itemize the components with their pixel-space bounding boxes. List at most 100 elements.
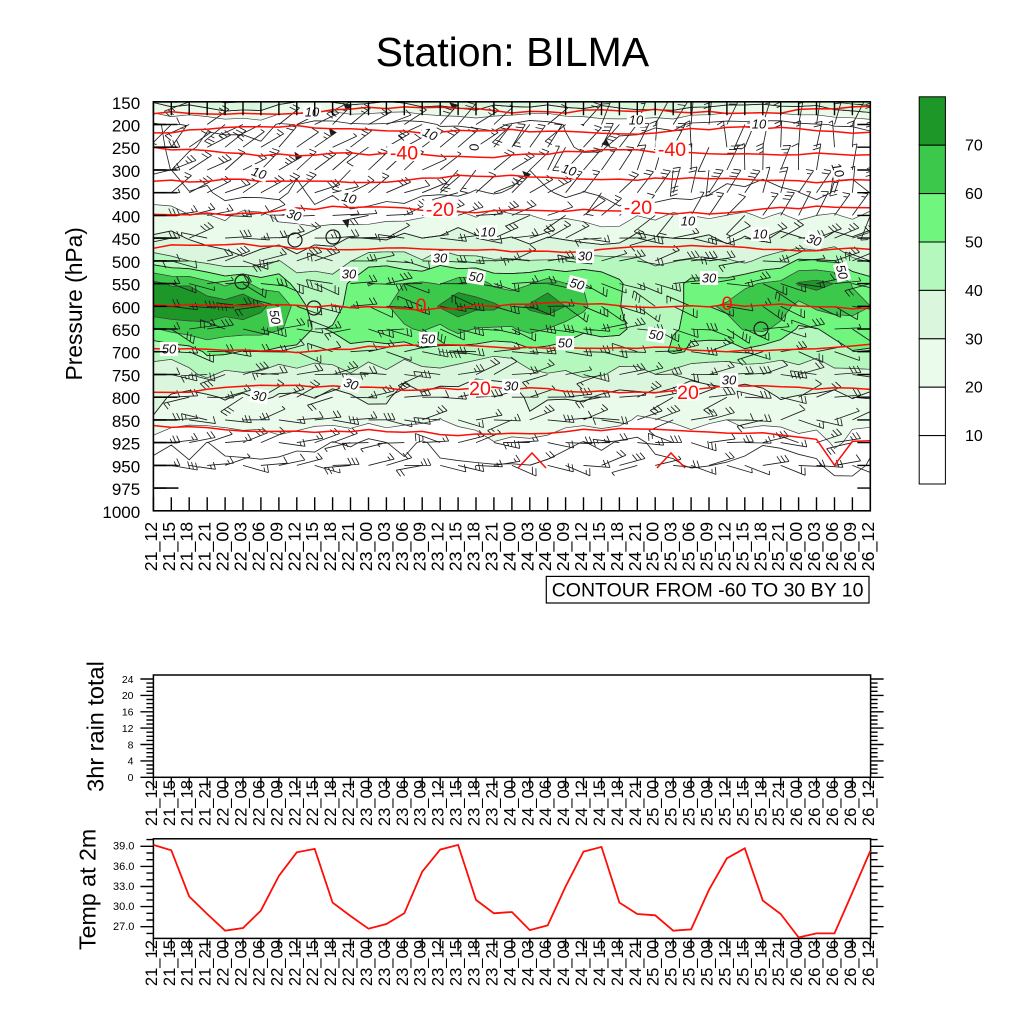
svg-text:26_06: 26_06: [822, 522, 843, 572]
svg-text:24_03: 24_03: [518, 780, 537, 826]
svg-text:600: 600: [112, 298, 140, 317]
svg-text:20: 20: [122, 690, 134, 702]
svg-text:22_21: 22_21: [338, 522, 359, 572]
svg-text:22_09: 22_09: [267, 780, 286, 826]
svg-text:24_09: 24_09: [554, 940, 573, 986]
svg-text:22_21: 22_21: [339, 780, 358, 826]
svg-text:25_06: 25_06: [680, 780, 699, 826]
svg-text:23_18: 23_18: [465, 940, 484, 986]
svg-text:26_06: 26_06: [823, 940, 842, 986]
svg-text:25_12: 25_12: [714, 522, 735, 571]
svg-text:25_12: 25_12: [715, 940, 734, 986]
svg-text:10: 10: [828, 161, 847, 180]
svg-text:20: 20: [677, 382, 699, 404]
svg-text:23_21: 23_21: [482, 780, 501, 826]
svg-text:23_03: 23_03: [375, 780, 394, 826]
svg-text:25_06: 25_06: [679, 522, 700, 572]
svg-text:0: 0: [416, 295, 427, 317]
svg-text:50: 50: [648, 326, 666, 343]
svg-text:22_12: 22_12: [285, 780, 304, 826]
svg-text:24_09: 24_09: [553, 522, 574, 572]
svg-text:21_21: 21_21: [196, 780, 215, 826]
svg-text:26_09: 26_09: [841, 780, 860, 826]
svg-text:50: 50: [162, 342, 177, 357]
svg-text:25_21: 25_21: [769, 940, 788, 986]
svg-text:22_15: 22_15: [302, 522, 323, 572]
svg-text:22_00: 22_00: [214, 940, 233, 986]
svg-text:24_15: 24_15: [589, 522, 610, 572]
svg-text:60: 60: [965, 186, 983, 203]
svg-text:8: 8: [128, 739, 134, 751]
svg-text:10: 10: [305, 105, 320, 120]
svg-text:23_18: 23_18: [465, 780, 484, 826]
svg-text:22_12: 22_12: [284, 522, 305, 571]
svg-text:150: 150: [112, 94, 140, 113]
svg-text:30: 30: [722, 373, 737, 388]
svg-text:36.0: 36.0: [113, 861, 134, 873]
svg-text:550: 550: [112, 276, 140, 295]
svg-text:24_18: 24_18: [607, 522, 628, 572]
svg-text:24_00: 24_00: [500, 780, 519, 826]
svg-text:26_12: 26_12: [858, 522, 879, 571]
svg-text:21_12: 21_12: [142, 940, 161, 986]
svg-text:10: 10: [250, 163, 269, 182]
svg-text:50: 50: [266, 309, 283, 327]
svg-text:22_00: 22_00: [214, 780, 233, 826]
svg-text:30: 30: [285, 206, 304, 225]
svg-text:22_06: 22_06: [249, 780, 268, 826]
svg-text:23_12: 23_12: [429, 940, 448, 986]
svg-text:850: 850: [112, 412, 140, 431]
svg-text:24_21: 24_21: [625, 522, 646, 572]
svg-text:40: 40: [965, 283, 983, 300]
svg-text:24_00: 24_00: [499, 522, 520, 572]
svg-text:24_15: 24_15: [590, 780, 609, 826]
svg-text:22_06: 22_06: [249, 940, 268, 986]
svg-text:25_00: 25_00: [644, 940, 663, 986]
svg-text:975: 975: [112, 480, 140, 499]
svg-text:26_06: 26_06: [823, 780, 842, 826]
svg-text:3hr rain total: 3hr rain total: [83, 661, 109, 792]
svg-text:23_15: 23_15: [447, 780, 466, 826]
svg-text:25_00: 25_00: [643, 522, 664, 572]
svg-text:500: 500: [112, 253, 140, 272]
svg-text:22_03: 22_03: [232, 780, 251, 826]
svg-text:CONTOUR FROM -60 TO 30 BY 10: CONTOUR FROM -60 TO 30 BY 10: [552, 580, 864, 602]
svg-text:25_00: 25_00: [644, 780, 663, 826]
svg-text:24_00: 24_00: [500, 940, 519, 986]
svg-text:-40: -40: [390, 143, 418, 165]
svg-text:30: 30: [342, 267, 357, 282]
svg-text:-20: -20: [426, 199, 454, 221]
svg-text:30: 30: [805, 230, 824, 249]
svg-text:24_12: 24_12: [572, 940, 591, 986]
svg-text:50: 50: [833, 263, 851, 282]
svg-text:26_00: 26_00: [786, 522, 807, 572]
svg-text:25_09: 25_09: [698, 780, 717, 826]
svg-text:23_18: 23_18: [464, 522, 485, 572]
svg-text:24_06: 24_06: [535, 522, 556, 572]
svg-text:23_00: 23_00: [357, 780, 376, 826]
svg-text:700: 700: [112, 344, 140, 363]
svg-text:21_18: 21_18: [178, 780, 197, 826]
svg-text:25_09: 25_09: [697, 522, 718, 572]
svg-text:22_18: 22_18: [321, 780, 340, 826]
svg-text:23_15: 23_15: [446, 522, 467, 572]
svg-text:24_21: 24_21: [626, 940, 645, 986]
svg-text:23_09: 23_09: [410, 522, 431, 572]
svg-text:23_00: 23_00: [356, 522, 377, 572]
svg-text:23_09: 23_09: [411, 940, 430, 986]
svg-text:30: 30: [702, 271, 717, 286]
svg-text:24_12: 24_12: [572, 780, 591, 826]
svg-text:21_15: 21_15: [160, 780, 179, 826]
svg-text:24_18: 24_18: [608, 780, 627, 826]
svg-text:21_15: 21_15: [159, 522, 180, 572]
svg-text:24_09: 24_09: [554, 780, 573, 826]
svg-text:24_15: 24_15: [590, 940, 609, 986]
svg-text:50: 50: [568, 275, 587, 293]
svg-text:21_12: 21_12: [141, 522, 162, 571]
svg-text:30: 30: [504, 379, 519, 394]
svg-text:-20: -20: [624, 197, 652, 219]
svg-text:21_18: 21_18: [178, 940, 197, 986]
svg-text:21_21: 21_21: [196, 940, 215, 986]
svg-text:30: 30: [578, 249, 593, 264]
svg-text:24: 24: [122, 674, 134, 686]
